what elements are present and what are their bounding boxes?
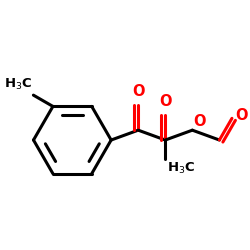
Text: O: O [159,94,172,109]
Text: H$_3$C: H$_3$C [4,77,32,92]
Text: O: O [194,114,206,129]
Text: O: O [132,84,144,99]
Text: O: O [236,108,248,123]
Text: H$_3$C: H$_3$C [166,161,195,176]
